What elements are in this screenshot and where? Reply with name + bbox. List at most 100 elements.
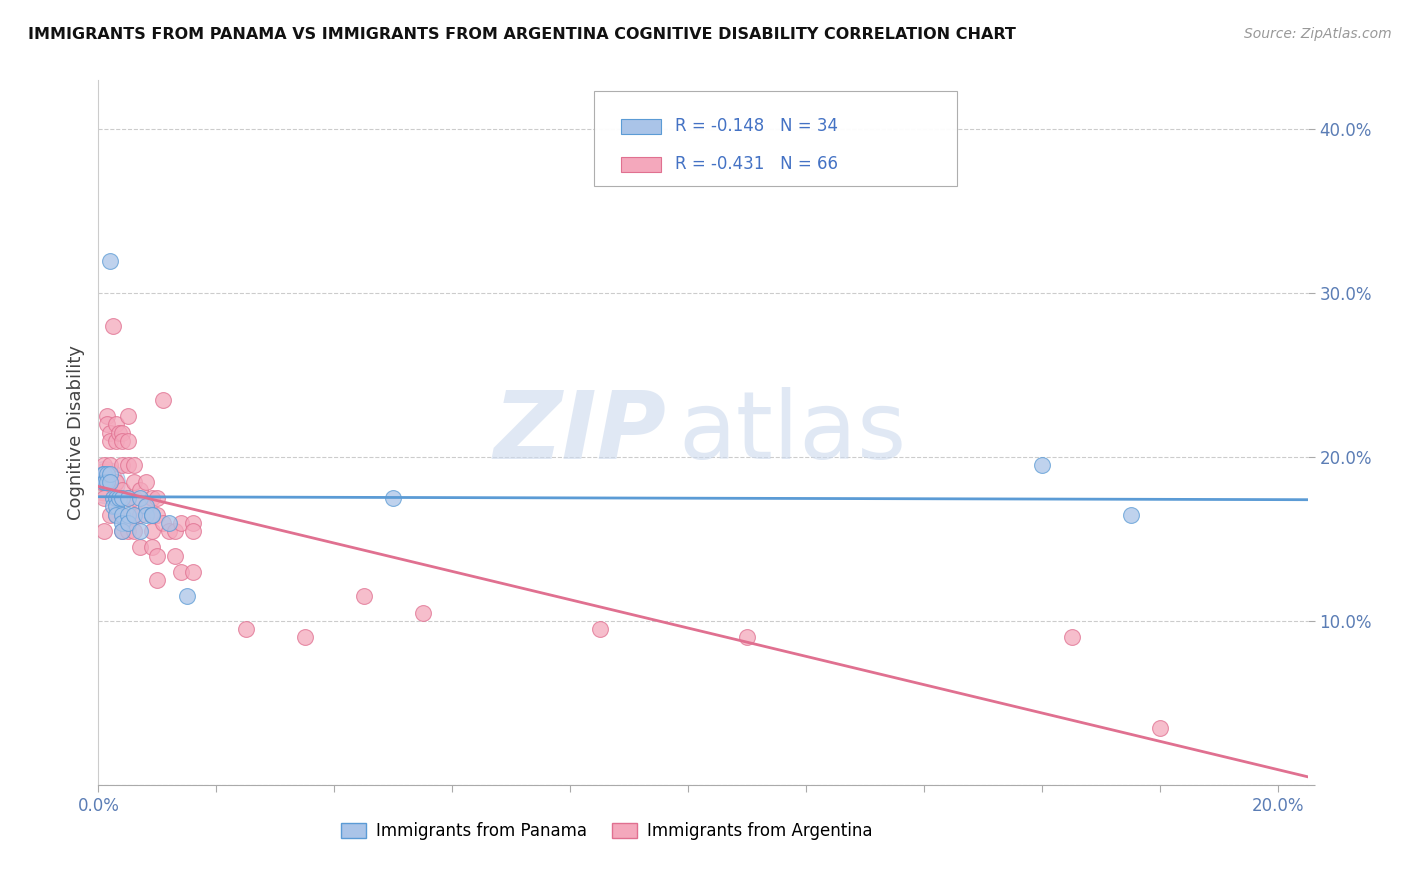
Point [141,491,163,505]
Point [105,434,128,448]
Point [91,467,114,481]
Point [294,631,316,645]
Point [96,467,118,481]
Point [111,425,134,440]
Point [117,524,139,538]
Text: ZIP: ZIP [494,386,666,479]
Point [589,622,612,636]
Point [165,524,187,538]
Point [101,500,124,514]
Point [117,491,139,505]
Text: R = -0.148   N = 34: R = -0.148 N = 34 [675,117,838,136]
Point [98,508,121,522]
Point [165,549,187,563]
Text: R = -0.431   N = 66: R = -0.431 N = 66 [675,155,838,173]
Point [135,475,157,489]
Point [170,565,193,579]
Point [105,475,128,489]
Point [157,524,180,538]
Point [93,467,115,481]
Point [412,606,434,620]
Point [181,516,204,530]
Point [117,434,139,448]
FancyBboxPatch shape [595,91,957,186]
Point [122,491,145,505]
Point [108,491,131,505]
Point [152,516,174,530]
Point [98,467,121,481]
Point [111,434,134,448]
Point [122,458,145,473]
Point [382,491,405,505]
Point [117,491,139,505]
Point [1119,508,1142,522]
Point [101,319,124,334]
Point [108,425,131,440]
Point [1149,721,1171,735]
Point [93,458,115,473]
Point [152,392,174,407]
Point [105,417,128,432]
Point [157,516,180,530]
Legend: Immigrants from Panama, Immigrants from Argentina: Immigrants from Panama, Immigrants from … [333,816,879,847]
Point [94,475,117,489]
Point [1060,631,1083,645]
Point [111,508,134,522]
Point [96,409,118,424]
Point [170,516,193,530]
Point [111,524,134,538]
Point [146,508,169,522]
Point [122,475,145,489]
Point [93,524,115,538]
Point [235,622,257,636]
Point [98,425,121,440]
Point [141,524,163,538]
Point [90,475,112,489]
Point [105,491,128,505]
Point [93,491,115,505]
Text: IMMIGRANTS FROM PANAMA VS IMMIGRANTS FROM ARGENTINA COGNITIVE DISABILITY CORRELA: IMMIGRANTS FROM PANAMA VS IMMIGRANTS FRO… [28,27,1017,42]
Point [98,253,121,268]
Point [105,500,128,514]
Y-axis label: Cognitive Disability: Cognitive Disability [66,345,84,520]
Point [117,458,139,473]
Point [141,541,163,555]
Point [141,508,163,522]
Point [146,491,169,505]
Point [111,483,134,497]
Point [117,409,139,424]
Point [96,417,118,432]
Point [122,508,145,522]
Point [128,483,150,497]
Point [111,524,134,538]
Point [146,549,169,563]
Point [128,508,150,522]
Text: Source: ZipAtlas.com: Source: ZipAtlas.com [1244,27,1392,41]
Point [181,565,204,579]
Point [93,475,115,489]
Point [98,434,121,448]
Point [105,508,128,522]
Point [141,508,163,522]
Point [101,491,124,505]
Point [135,500,157,514]
FancyBboxPatch shape [621,119,661,134]
Point [105,491,128,505]
Point [111,516,134,530]
Point [111,508,134,522]
Point [735,631,758,645]
Point [122,508,145,522]
Point [181,524,204,538]
Point [111,491,134,505]
Point [111,458,134,473]
Text: atlas: atlas [679,386,907,479]
Point [93,475,115,489]
Point [122,524,145,538]
Point [117,508,139,522]
Point [128,491,150,505]
Point [105,508,128,522]
FancyBboxPatch shape [621,157,661,172]
Point [146,573,169,587]
Point [353,590,375,604]
Point [96,475,118,489]
